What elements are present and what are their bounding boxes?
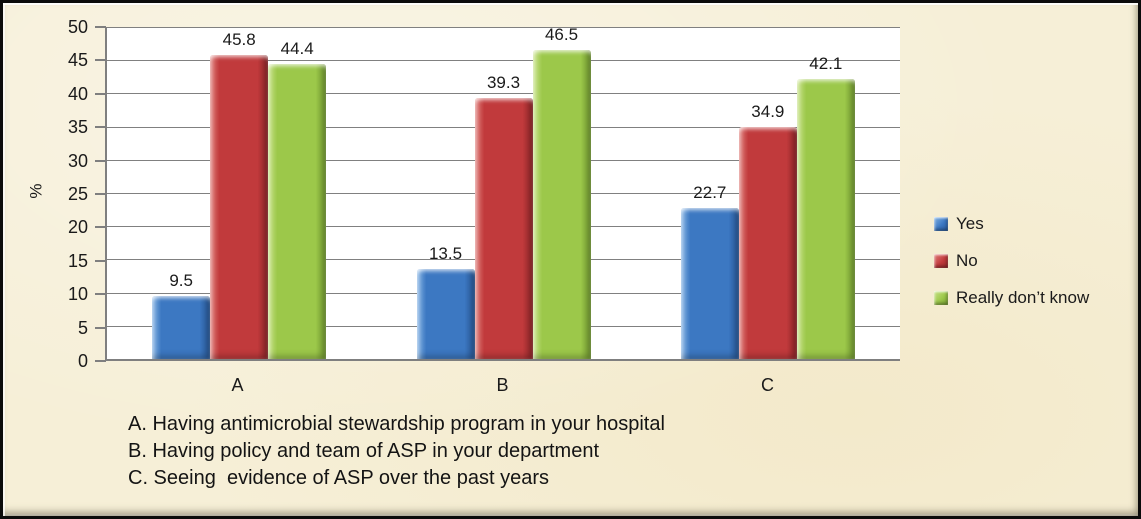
bar-group: 22.7 34.9 42.1 (680, 27, 855, 359)
legend-swatch (934, 291, 948, 305)
category-axis: A B C (105, 375, 900, 399)
bar (474, 98, 533, 359)
bar (532, 50, 591, 359)
category-label: C (760, 375, 774, 395)
y-tick (95, 226, 106, 229)
y-tick (95, 126, 106, 129)
y-tick-label: 50 (67, 17, 88, 37)
y-axis: 0 5 10 15 20 25 30 35 40 45 50 (31, 18, 106, 370)
legend-label: Really don’t know (956, 288, 1090, 307)
y-tick (95, 360, 106, 362)
y-tick-label: 30 (67, 150, 88, 171)
bar-group: 9.5 45.8 44.4 (152, 27, 327, 359)
y-axis-title: % (26, 183, 46, 199)
legend: Yes No Really don’t know (934, 214, 1089, 308)
y-tick-label: 5 (77, 317, 88, 338)
legend-label: No (956, 251, 978, 270)
y-tick (95, 293, 106, 296)
note-line: A. Having antimicrobial stewardship prog… (128, 413, 665, 435)
y-tick-label: 0 (77, 351, 88, 371)
y-tick-label: 35 (67, 117, 88, 138)
bar-value-label: 39.3 (486, 73, 521, 93)
note-line: C. Seeing evidence of ASP over the past … (128, 467, 549, 489)
y-tick-label: 15 (67, 250, 88, 271)
y-tick (95, 92, 106, 95)
bar (738, 127, 797, 359)
bar (268, 64, 327, 359)
category-label: B (496, 375, 509, 395)
bar-value-label: 42.1 (809, 54, 843, 74)
y-tick-label: 25 (67, 184, 88, 204)
bar (210, 54, 269, 359)
y-tick (95, 193, 106, 195)
bar-value-label: 9.5 (169, 270, 193, 290)
bar (152, 295, 211, 359)
bar (796, 79, 855, 359)
bar (416, 269, 475, 359)
legend-item: Yes (934, 214, 1089, 234)
bar-value-label: 46.5 (544, 25, 579, 45)
y-tick-label: 40 (67, 83, 88, 104)
gridline (107, 60, 900, 62)
legend-swatch (934, 217, 948, 231)
y-tick-label: 45 (67, 50, 88, 71)
footnotes: A. Having antimicrobial stewardship prog… (128, 411, 665, 492)
bar-group: 13.5 39.3 46.5 (416, 25, 591, 359)
legend-label: Yes (956, 214, 984, 233)
legend-item: No (934, 251, 1089, 271)
plot-area: 9.5 45.8 44.4 13.5 39.3 46.5 22.7 34.9 42.1 (105, 25, 900, 361)
legend-swatch (934, 254, 948, 268)
legend-item: Really don’t know (934, 288, 1089, 308)
bar-value-label: 34.9 (751, 102, 785, 122)
y-tick-label: 20 (67, 217, 88, 238)
y-tick (95, 159, 106, 162)
bar-value-label: 22.7 (693, 183, 727, 203)
bar-value-label: 44.4 (280, 39, 314, 59)
y-tick (95, 259, 106, 262)
y-tick (95, 26, 106, 28)
category-label: A (231, 375, 244, 395)
bar-value-label: 13.5 (428, 244, 463, 264)
bar-value-label: 45.8 (222, 29, 256, 49)
gridline (107, 27, 900, 28)
gridline (107, 93, 900, 95)
y-tick (95, 326, 106, 329)
bar (680, 208, 739, 359)
note-line: B. Having policy and team of ASP in your… (128, 440, 600, 462)
y-tick (95, 59, 106, 62)
y-tick-label: 10 (67, 284, 88, 305)
